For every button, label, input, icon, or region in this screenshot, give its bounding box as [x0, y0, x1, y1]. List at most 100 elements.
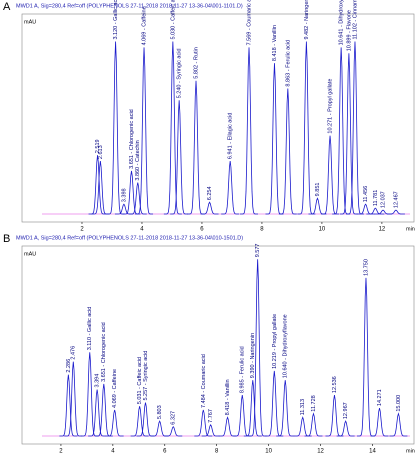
peak-label: 3.651 - Chlorogenic acid — [129, 109, 135, 169]
peak-label: 3.398 — [121, 188, 127, 202]
peak-label: 3.110 - Gallic acid — [87, 307, 93, 351]
chart-title: MWD1 A, Sig=280,4 Ref=off (POLYPHENOLS 2… — [16, 3, 243, 9]
peak-label: 6.327 — [171, 411, 177, 425]
peak-label: 2.519 — [95, 139, 101, 153]
peak-label: 2.476 — [71, 346, 77, 360]
plot-frame — [21, 245, 415, 445]
panel-label: A — [3, 1, 11, 13]
peak-label: 5.803 — [157, 405, 163, 419]
x-tick-label: 8 — [260, 227, 264, 233]
peak — [59, 374, 78, 437]
peak-label: 2.286 — [66, 359, 72, 373]
x-tick-label: 14 — [369, 449, 376, 455]
peak — [221, 161, 240, 215]
peak-label: 12.467 — [393, 191, 399, 208]
peak — [128, 182, 147, 215]
peak-label: 5.802 - Rutin — [193, 47, 199, 79]
peak — [233, 395, 252, 437]
peak — [135, 47, 154, 215]
peak-label: 7.569 - Coumaric acid — [246, 0, 252, 45]
peak — [106, 41, 125, 215]
peak — [370, 408, 389, 437]
x-tick-label: 12 — [317, 449, 324, 455]
peak — [240, 47, 259, 215]
x-tick-label: 4 — [111, 449, 115, 455]
peak-label: 15.000 — [396, 395, 402, 412]
peak — [201, 424, 220, 437]
plot-frame — [21, 13, 415, 223]
x-axis-label: min — [406, 226, 415, 232]
peak — [304, 412, 323, 437]
peak-label: 9.390 - Naringenin — [250, 333, 256, 378]
peak-label: 11.456 — [363, 186, 369, 202]
x-tick-label: 6 — [200, 227, 204, 233]
peak — [64, 361, 83, 437]
peak — [130, 406, 149, 437]
x-tick-label: 6 — [163, 449, 167, 455]
peak — [164, 425, 183, 437]
x-tick-label: 8 — [215, 449, 219, 455]
peak-label: 9.577 — [255, 244, 261, 258]
peak-label: 10.899 - Flavone — [346, 10, 352, 51]
peak-label: 2.613 — [98, 145, 104, 159]
peak-label: 4.069 - Caffeine — [141, 6, 147, 45]
peak-label: 6.941 - Ellagic acid — [228, 113, 234, 159]
peak — [243, 380, 262, 437]
peak-label: 9.482 - Naringenin — [304, 0, 310, 40]
peak-label: 11.102 - Cinnamic acid — [352, 0, 358, 40]
x-tick-label: 2 — [59, 449, 63, 455]
peak-label: 3.394 — [95, 374, 101, 388]
peak-label: 3.860 - Catechin — [135, 140, 141, 180]
peak — [194, 409, 213, 437]
y-axis-label: mAU — [24, 19, 36, 25]
peak-label: 12.536 — [332, 376, 338, 393]
peak — [88, 389, 107, 437]
peak — [386, 209, 405, 215]
x-tick-label: 2 — [80, 227, 84, 233]
peak-label: 8.985 - Ferulic acid — [240, 346, 246, 393]
peak — [163, 41, 182, 215]
peak-label: 10.219 - Propyl gallate — [272, 314, 278, 369]
peak-label: 6.254 — [207, 186, 213, 200]
peak — [105, 409, 124, 437]
x-tick-label: 10 — [319, 227, 326, 233]
x-tick-label: 12 — [379, 227, 386, 233]
panel-label: B — [3, 233, 10, 245]
peak-label: 3.651 - Chlorogenic acid — [101, 322, 107, 382]
peak-label: 11.313 — [300, 399, 306, 415]
peak-label: 5.030 - Caffeic acid — [170, 0, 176, 40]
peak — [339, 53, 358, 215]
peak-label: 5.240 - Syringic acid — [177, 48, 183, 98]
peak-label: 3.120 - Gallic acid — [113, 0, 119, 40]
peak-label: 10.640 - Dihydroxyflavone — [283, 314, 289, 378]
peak — [278, 88, 297, 215]
peak-label: 5.031 - Caffeic acid — [137, 357, 143, 404]
peak-label: 11.728 — [311, 395, 317, 411]
peak — [336, 420, 355, 437]
peak-label: 12.037 — [380, 191, 386, 208]
peak — [389, 412, 408, 437]
peak-label: 9.851 — [315, 183, 321, 197]
peak — [276, 380, 295, 437]
x-tick-label: 10 — [265, 449, 272, 455]
chart-title: MWD1 A, Sig=280,4 Ref=off (POLYPHENOLS 2… — [16, 235, 243, 241]
x-tick-label: 4 — [140, 227, 144, 233]
peak-label: 14.271 — [377, 389, 383, 406]
peak-label: 8.863 - Ferulic acid — [285, 40, 291, 87]
peak-label: 13.750 — [363, 259, 369, 276]
peak-label: 8.418 - Vanillin — [272, 25, 278, 61]
peak-label: 10.641 - Dihydroxyflavone — [339, 0, 345, 45]
peak — [366, 207, 385, 215]
peak-label: 10.271 - Propyl gallate — [328, 79, 334, 134]
peak — [200, 201, 219, 215]
peak-label: 12.967 — [343, 402, 349, 419]
peak — [248, 259, 267, 437]
peak-label: 7.767 — [208, 409, 214, 423]
peak-label: 5.257 - Syringic acid — [143, 351, 149, 401]
peak-label: 4.069 - Caffeine — [112, 369, 118, 408]
peak — [91, 161, 110, 215]
y-axis-label: mAU — [24, 251, 36, 257]
